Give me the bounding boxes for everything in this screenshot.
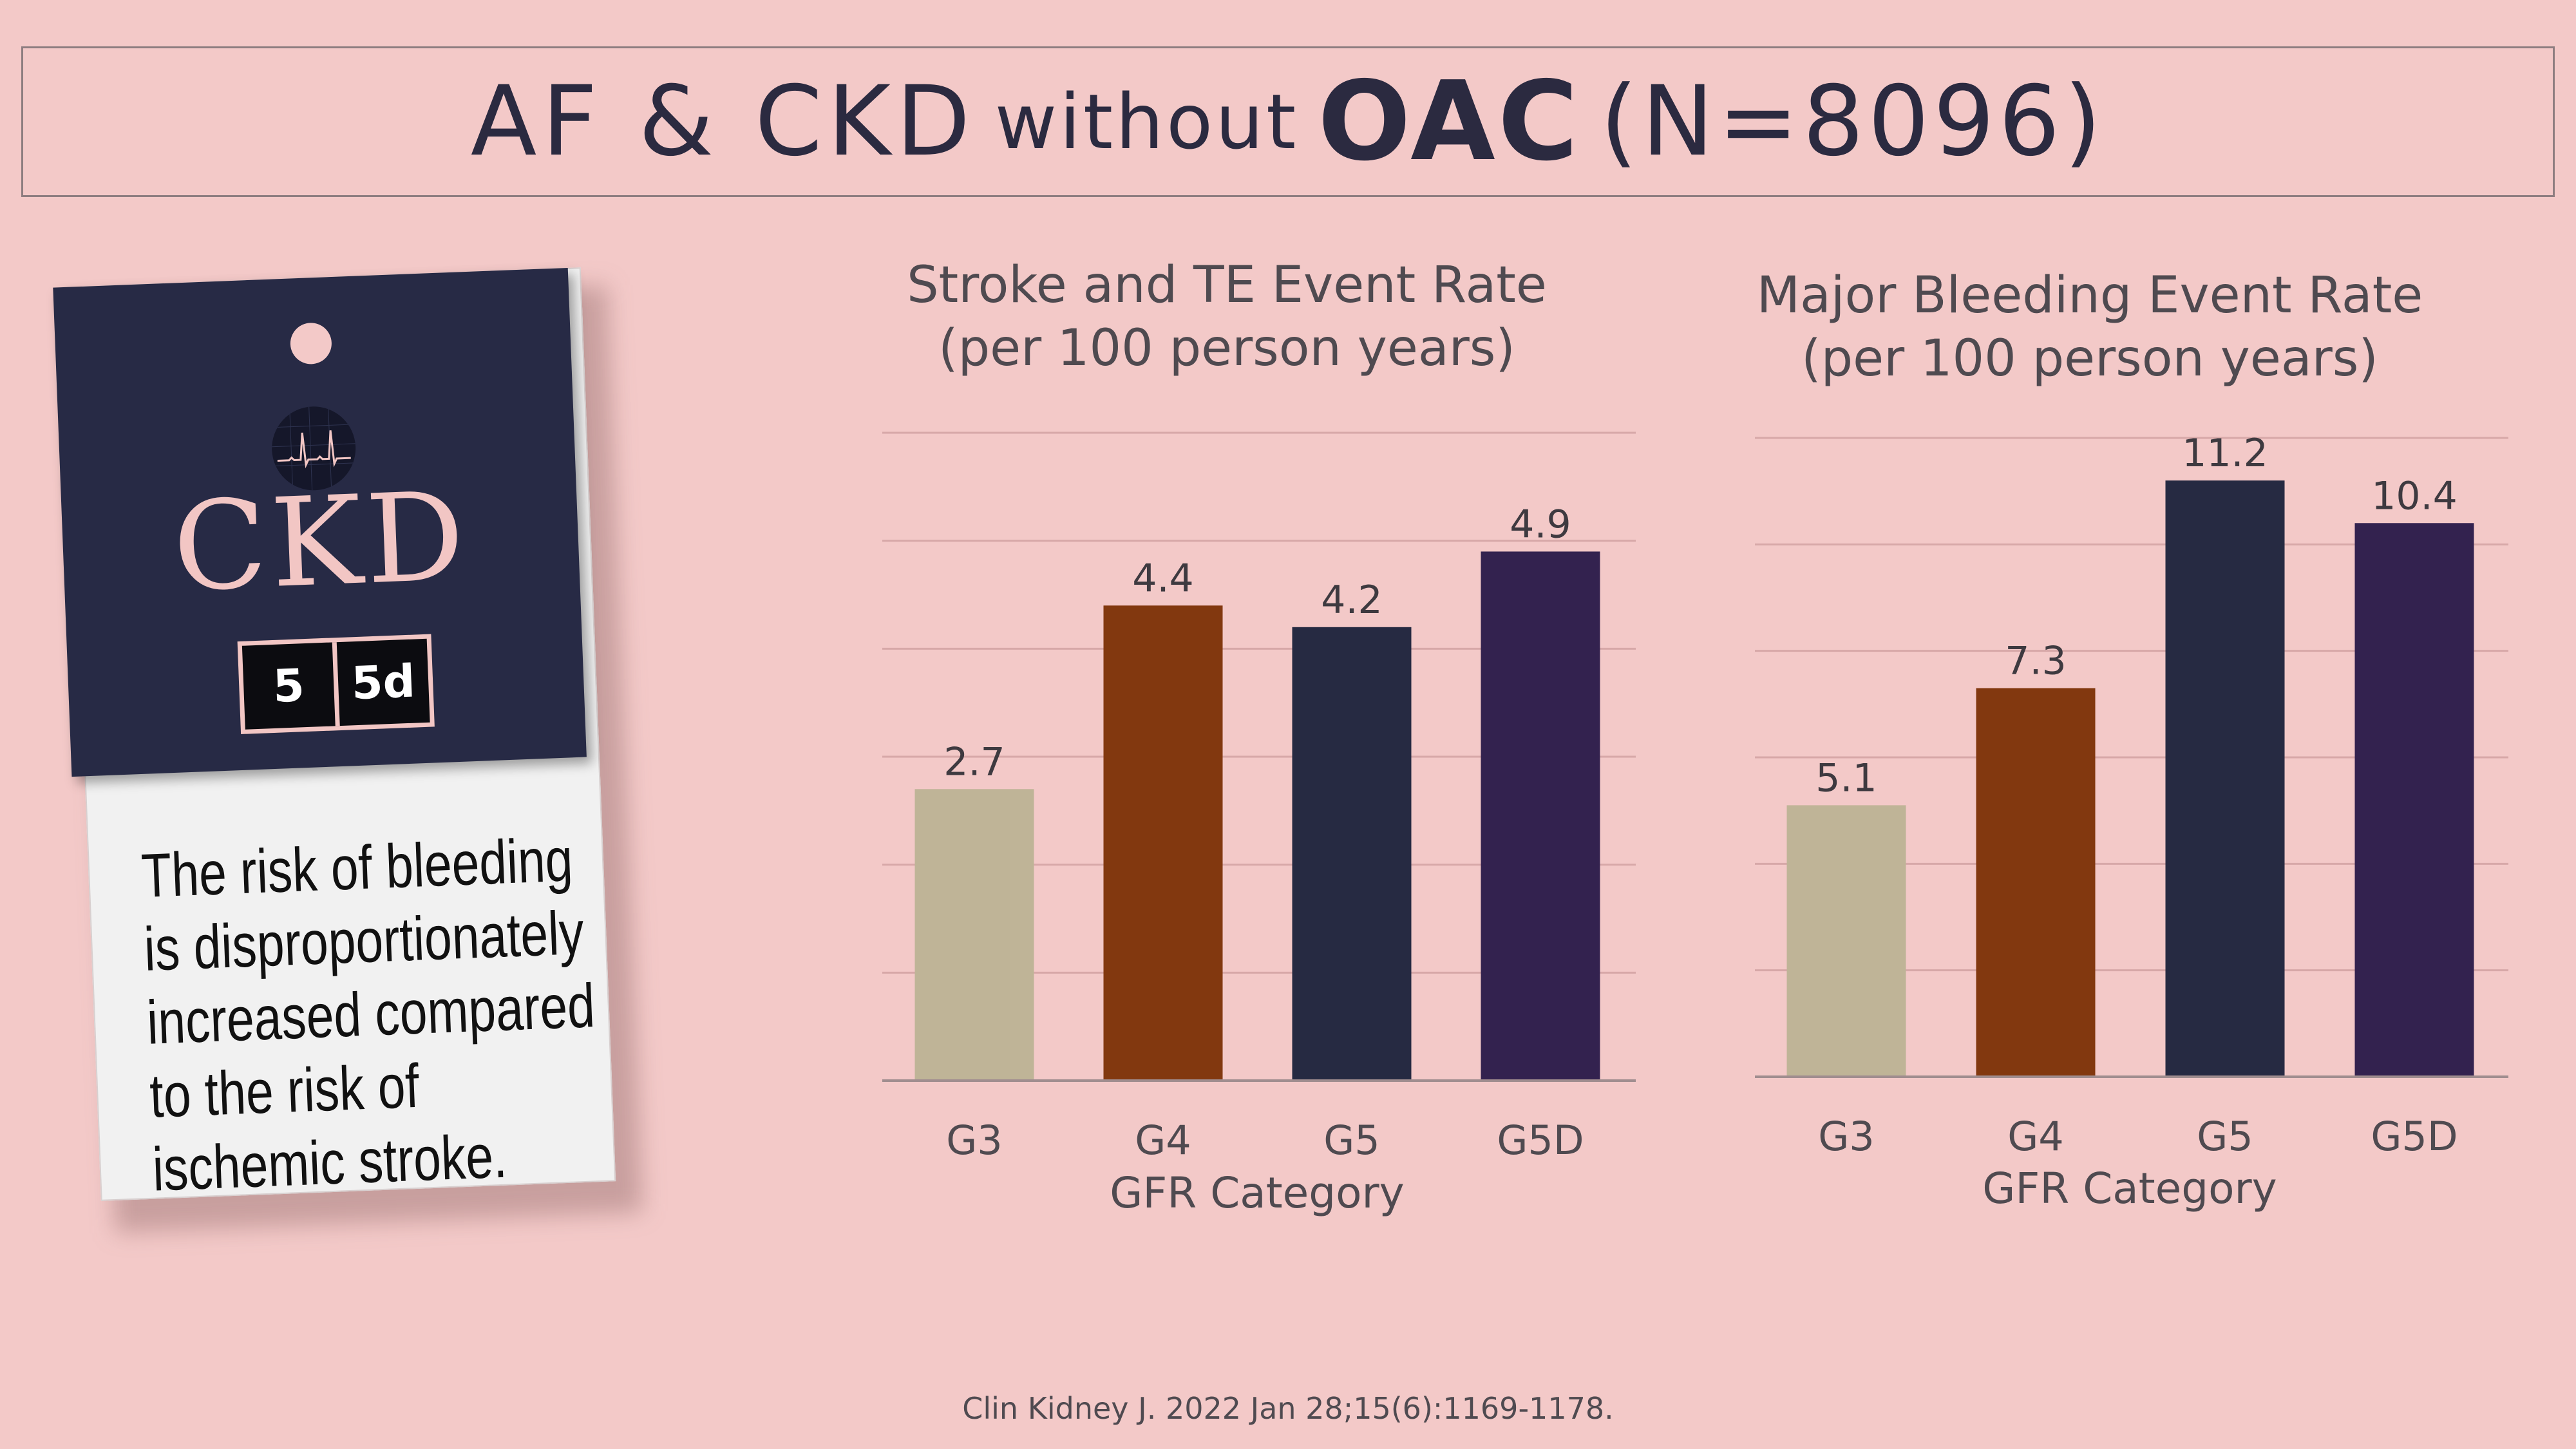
citation: Clin Kidney J. 2022 Jan 28;15(6):1169-11… — [962, 1391, 1614, 1426]
chart-2-data-label-g5: 11.2 — [2182, 431, 2268, 476]
chart-2-bar-g4 — [1976, 688, 2096, 1077]
chart-1-bar-g5d — [1481, 551, 1600, 1081]
chart-2-bar-g5d — [2354, 523, 2474, 1077]
title-part-3: OAC — [1318, 58, 1581, 185]
chart-2-data-label-g4: 7.3 — [2005, 639, 2066, 684]
chart-2-x-axis-label: GFR Category — [1982, 1164, 2277, 1213]
title-part-2: without — [994, 77, 1299, 166]
chart-1-title-line: Stroke and TE Event Rate — [907, 256, 1547, 314]
chart-1-subtitle: (per 100 person years) — [938, 319, 1515, 377]
chart-1-tick-label-g3: G3 — [946, 1117, 1003, 1164]
chart-2-title: Major Bleeding Event Rate (per 100 perso… — [1745, 264, 2434, 390]
chart-1-title: Stroke and TE Event Rate (per 100 person… — [882, 254, 1571, 380]
title-part-1: AF & CKD — [470, 66, 976, 178]
tag-header-panel: CKD 5 5d — [53, 267, 587, 777]
chart-2-tick-label-g5d: G5D — [2371, 1113, 2458, 1160]
chart-1-data-label-g5d: 4.9 — [1510, 502, 1571, 547]
chart-2-tick-label-g5: G5 — [2197, 1113, 2253, 1160]
slide-title: AF & CKD without OAC (N=8096) — [21, 46, 2555, 197]
chart-1-tick-label-g5d: G5D — [1497, 1117, 1584, 1164]
chart-1-data-label-g3: 2.7 — [943, 739, 1005, 784]
chart-2-subtitle: (per 100 person years) — [1801, 330, 2378, 388]
chart-2-bar-g3 — [1786, 805, 1906, 1077]
chart-2-tick-label-g4: G4 — [2007, 1113, 2064, 1160]
chart-2-title-line: Major Bleeding Event Rate — [1756, 267, 2423, 325]
chart-1-x-axis-label: GFR Category — [1110, 1168, 1404, 1218]
chart-1-tick-label-g4: G4 — [1135, 1117, 1191, 1164]
chart-2-data-label-g5d: 10.4 — [2371, 473, 2458, 518]
title-part-4: (N=8096) — [1600, 66, 2106, 178]
chart-1-bar-g4 — [1103, 605, 1223, 1081]
ckd-tag-card: The risk of bleeding is disproportionate… — [53, 267, 643, 1233]
chart-1-bar-g5 — [1292, 627, 1412, 1081]
chart-1-data-label-g4: 4.4 — [1132, 556, 1193, 601]
chart-2-tick-label-g3: G3 — [1818, 1113, 1875, 1160]
chart-1-tick-label-g5: G5 — [1323, 1117, 1380, 1164]
chart-2-bar-g5 — [2165, 480, 2285, 1077]
ekg-icon — [270, 404, 357, 492]
chart-1-data-label-g5: 4.2 — [1321, 578, 1382, 623]
chart-2-data-label-g3: 5.1 — [1815, 755, 1877, 800]
chart-1-bar-g3 — [914, 789, 1034, 1081]
